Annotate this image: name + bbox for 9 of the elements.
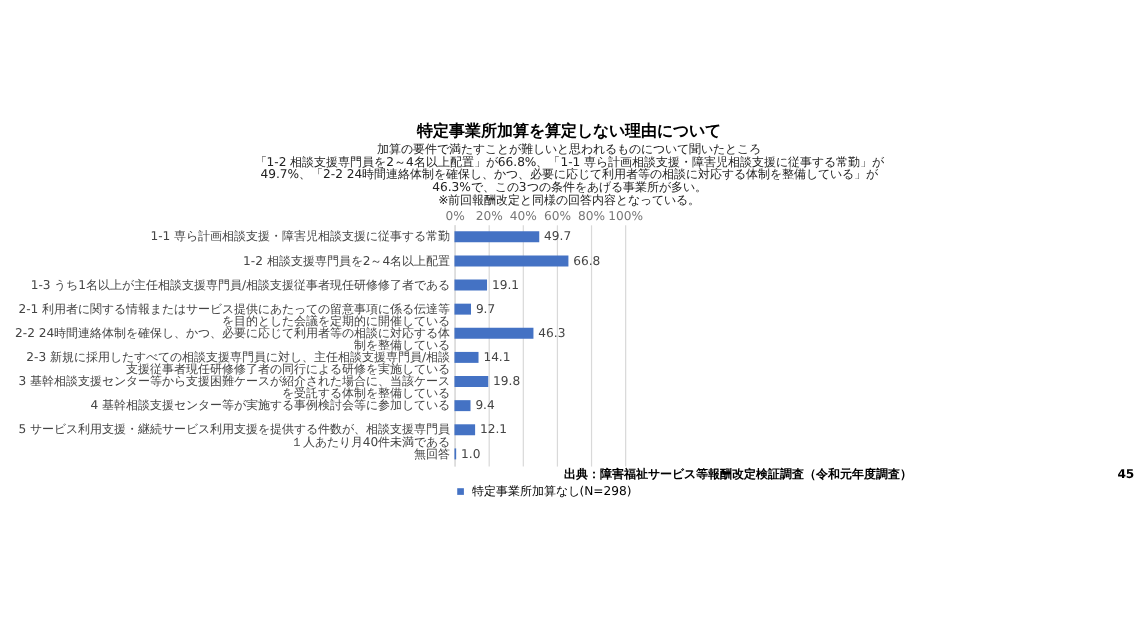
bar <box>454 231 540 243</box>
bar <box>454 327 534 339</box>
bar <box>454 351 479 363</box>
bar <box>454 424 476 436</box>
bar <box>454 376 489 387</box>
bar <box>454 400 471 412</box>
bar <box>454 303 472 315</box>
bar <box>454 255 569 267</box>
bar <box>454 279 488 291</box>
